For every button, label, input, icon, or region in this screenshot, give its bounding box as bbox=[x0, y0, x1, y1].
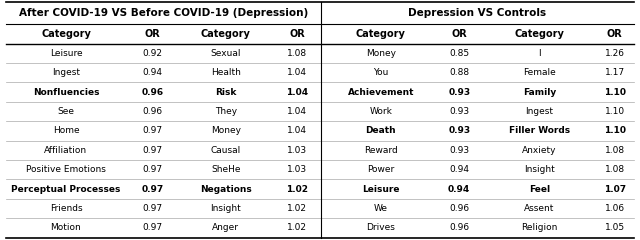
Text: Insight: Insight bbox=[211, 204, 241, 213]
Text: 0.94: 0.94 bbox=[449, 165, 469, 174]
Text: 1.08: 1.08 bbox=[605, 165, 625, 174]
Text: 0.93: 0.93 bbox=[449, 107, 469, 116]
Text: 0.96: 0.96 bbox=[449, 204, 469, 213]
Text: After COVID-19 VS Before COVID-19 (Depression): After COVID-19 VS Before COVID-19 (Depre… bbox=[19, 8, 308, 18]
Text: OR: OR bbox=[607, 29, 623, 39]
Text: Female: Female bbox=[523, 68, 556, 77]
Text: 0.97: 0.97 bbox=[141, 185, 164, 194]
Text: 1.10: 1.10 bbox=[604, 126, 626, 135]
Text: Category: Category bbox=[41, 29, 91, 39]
Text: 1.05: 1.05 bbox=[605, 223, 625, 232]
Text: Religion: Religion bbox=[522, 223, 557, 232]
Text: 0.85: 0.85 bbox=[449, 49, 469, 58]
Text: OR: OR bbox=[289, 29, 305, 39]
Text: Power: Power bbox=[367, 165, 394, 174]
Text: 0.97: 0.97 bbox=[143, 204, 163, 213]
Text: 1.07: 1.07 bbox=[604, 185, 626, 194]
Text: 1.08: 1.08 bbox=[605, 146, 625, 155]
Text: See: See bbox=[58, 107, 74, 116]
Text: Health: Health bbox=[211, 68, 241, 77]
Text: Family: Family bbox=[523, 88, 556, 96]
Text: 1.03: 1.03 bbox=[287, 165, 307, 174]
Text: 1.04: 1.04 bbox=[287, 107, 307, 116]
Text: Money: Money bbox=[211, 126, 241, 135]
Text: Anxiety: Anxiety bbox=[522, 146, 557, 155]
Text: 0.94: 0.94 bbox=[448, 185, 470, 194]
Text: 1.08: 1.08 bbox=[287, 49, 307, 58]
Text: 1.17: 1.17 bbox=[605, 68, 625, 77]
Text: Leisure: Leisure bbox=[362, 185, 399, 194]
Text: Money: Money bbox=[366, 49, 396, 58]
Text: 0.96: 0.96 bbox=[141, 88, 164, 96]
Text: 1.10: 1.10 bbox=[605, 107, 625, 116]
Text: I: I bbox=[538, 49, 541, 58]
Text: Perceptual Processes: Perceptual Processes bbox=[12, 185, 121, 194]
Text: 0.93: 0.93 bbox=[448, 88, 470, 96]
Text: Sexual: Sexual bbox=[211, 49, 241, 58]
Text: 0.96: 0.96 bbox=[143, 107, 163, 116]
Text: Motion: Motion bbox=[51, 223, 81, 232]
Text: SheHe: SheHe bbox=[211, 165, 241, 174]
Text: Ingest: Ingest bbox=[52, 68, 80, 77]
Text: Nonfluencies: Nonfluencies bbox=[33, 88, 99, 96]
Text: Reward: Reward bbox=[364, 146, 397, 155]
Text: 1.06: 1.06 bbox=[605, 204, 625, 213]
Text: 1.10: 1.10 bbox=[604, 88, 626, 96]
Text: 0.88: 0.88 bbox=[449, 68, 469, 77]
Text: 0.92: 0.92 bbox=[143, 49, 163, 58]
Text: Category: Category bbox=[515, 29, 564, 39]
Text: 0.94: 0.94 bbox=[143, 68, 163, 77]
Text: Category: Category bbox=[356, 29, 406, 39]
Text: Leisure: Leisure bbox=[50, 49, 83, 58]
Text: 0.97: 0.97 bbox=[143, 165, 163, 174]
Text: 1.02: 1.02 bbox=[287, 223, 307, 232]
Text: Home: Home bbox=[52, 126, 79, 135]
Text: They: They bbox=[215, 107, 237, 116]
Text: Achievement: Achievement bbox=[348, 88, 414, 96]
Text: 1.04: 1.04 bbox=[287, 126, 307, 135]
Text: OR: OR bbox=[451, 29, 467, 39]
Text: Filler Words: Filler Words bbox=[509, 126, 570, 135]
Text: 1.04: 1.04 bbox=[287, 68, 307, 77]
Text: Depression VS Controls: Depression VS Controls bbox=[408, 8, 547, 18]
Text: Affiliation: Affiliation bbox=[44, 146, 88, 155]
Text: Negations: Negations bbox=[200, 185, 252, 194]
Text: 0.97: 0.97 bbox=[143, 146, 163, 155]
Text: 0.97: 0.97 bbox=[143, 126, 163, 135]
Text: Work: Work bbox=[369, 107, 392, 116]
Text: 1.02: 1.02 bbox=[287, 185, 308, 194]
Text: 0.93: 0.93 bbox=[448, 126, 470, 135]
Text: Drives: Drives bbox=[367, 223, 396, 232]
Text: 0.97: 0.97 bbox=[143, 223, 163, 232]
Text: Death: Death bbox=[365, 126, 396, 135]
Text: 1.26: 1.26 bbox=[605, 49, 625, 58]
Text: 0.96: 0.96 bbox=[449, 223, 469, 232]
Text: Friends: Friends bbox=[50, 204, 83, 213]
Text: Positive Emotions: Positive Emotions bbox=[26, 165, 106, 174]
Text: OR: OR bbox=[145, 29, 161, 39]
Text: Risk: Risk bbox=[215, 88, 237, 96]
Text: We: We bbox=[374, 204, 388, 213]
Text: Anger: Anger bbox=[212, 223, 239, 232]
Text: 1.04: 1.04 bbox=[286, 88, 308, 96]
Text: Assent: Assent bbox=[524, 204, 555, 213]
Text: Ingest: Ingest bbox=[525, 107, 554, 116]
Text: 0.93: 0.93 bbox=[449, 146, 469, 155]
Text: 1.02: 1.02 bbox=[287, 204, 307, 213]
Text: Causal: Causal bbox=[211, 146, 241, 155]
Text: Feel: Feel bbox=[529, 185, 550, 194]
Text: 1.03: 1.03 bbox=[287, 146, 307, 155]
Text: Insight: Insight bbox=[524, 165, 555, 174]
Text: You: You bbox=[373, 68, 388, 77]
Text: Category: Category bbox=[201, 29, 251, 39]
